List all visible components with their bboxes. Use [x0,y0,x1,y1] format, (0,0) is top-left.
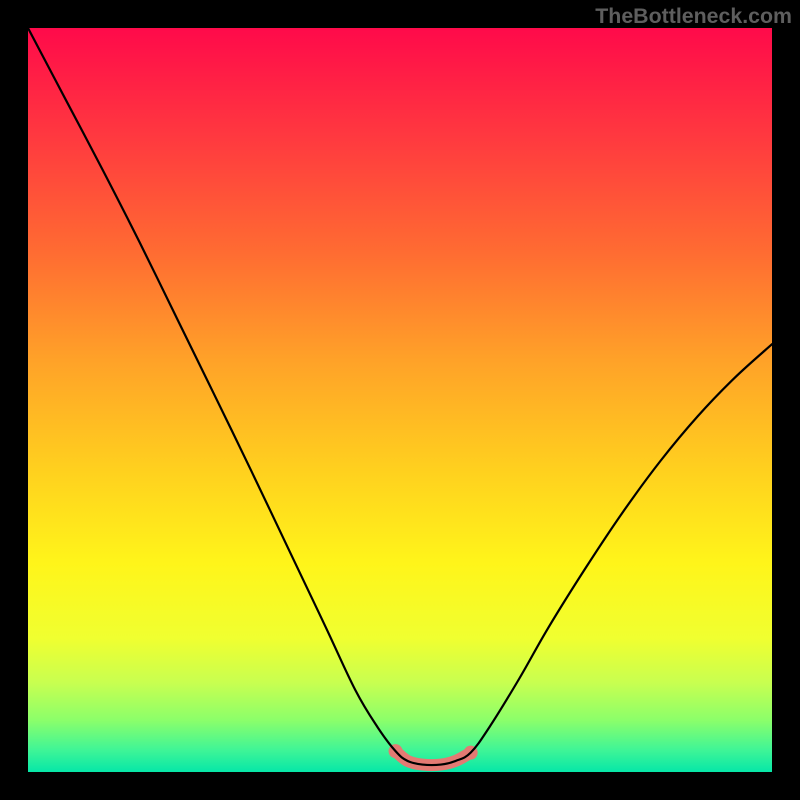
main-curve [28,28,772,765]
watermark-text: TheBottleneck.com [595,4,792,29]
highlight-segment [396,751,471,765]
curve-layer [28,28,772,772]
chart-outer-frame: TheBottleneck.com [0,0,800,800]
plot-area [28,28,772,772]
